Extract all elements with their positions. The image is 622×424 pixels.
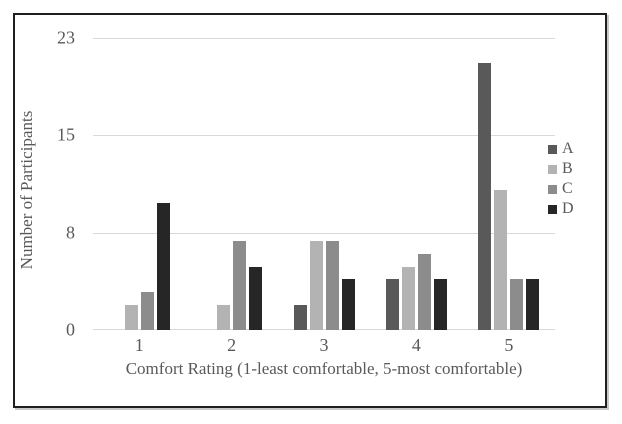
y-tick-label-8: 8 (66, 222, 75, 243)
x-axis-title: Comfort Rating (1-least comfortable, 5-m… (125, 359, 523, 378)
bar-series-C-rating-3 (325, 241, 339, 330)
bar-series-C-rating-5 (510, 279, 524, 330)
bar-series-B-rating-1 (124, 304, 138, 330)
bar-series-D-rating-4 (433, 279, 447, 330)
legend-swatch-icon (548, 164, 557, 174)
y-tick-label-0: 0 (66, 319, 75, 340)
bar-series-C-rating-2 (233, 241, 247, 330)
bar-group-5 (463, 38, 555, 330)
bar-series-D-rating-2 (249, 266, 263, 330)
legend-label: B (562, 160, 573, 177)
bar-series-A-rating-4 (385, 279, 399, 330)
gridline-0 (93, 329, 555, 330)
x-axis-category-labels: 1 2 3 4 5 (93, 335, 555, 357)
y-tick-label-15: 15 (57, 124, 75, 145)
legend-swatch-icon (548, 184, 557, 194)
legend-label: C (562, 180, 573, 197)
bar-series-C-rating-1 (140, 291, 154, 330)
bar-series-B-rating-5 (494, 190, 508, 330)
bar-series-B-rating-2 (217, 304, 231, 330)
bar-groups (93, 38, 555, 330)
bar-group-1 (93, 38, 185, 330)
bar-series-A-rating-3 (293, 304, 307, 330)
legend-entry-A: A (548, 140, 574, 157)
legend-label: A (562, 140, 574, 157)
legend-label: D (562, 200, 574, 217)
x-category-label-2: 2 (227, 335, 237, 355)
x-category-label-4: 4 (411, 335, 421, 355)
bar-group-3 (278, 38, 370, 330)
legend-entry-B: B (548, 160, 574, 177)
bar-series-D-rating-3 (341, 279, 355, 330)
gridline-15 (93, 135, 555, 137)
x-category-label-1: 1 (134, 335, 144, 355)
legend-entry-C: C (548, 180, 574, 197)
bar-group-2 (185, 38, 277, 330)
bar-series-B-rating-4 (401, 266, 415, 330)
plot-area (93, 38, 555, 330)
x-category-label-5: 5 (504, 335, 514, 355)
bar-series-B-rating-3 (309, 241, 323, 330)
y-tick-label-23: 23 (57, 27, 75, 48)
bar-series-D-rating-5 (526, 279, 540, 330)
gridline-23 (93, 38, 555, 39)
legend-entry-D: D (548, 200, 574, 217)
bar-series-A-rating-5 (478, 63, 492, 330)
legend-swatch-icon (548, 204, 557, 214)
gridline-8 (93, 232, 555, 234)
bar-series-C-rating-4 (417, 253, 431, 330)
x-category-label-3: 3 (319, 335, 329, 355)
legend-swatch-icon (548, 144, 557, 154)
y-axis-tick-labels: 0 8 15 23 (15, 28, 85, 340)
bar-group-4 (370, 38, 462, 330)
bar-series-D-rating-1 (156, 203, 170, 330)
